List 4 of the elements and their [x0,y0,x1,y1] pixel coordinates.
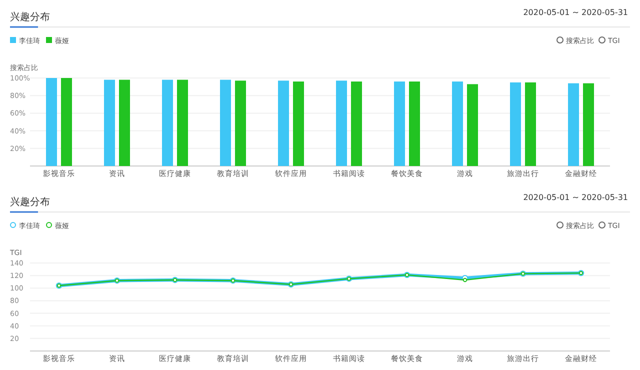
chart-title: 兴趣分布 [10,11,50,23]
chart-title: 兴趣分布 [10,196,50,208]
chart-subtitle: 2020-05-01 ~ 2020-05-31 [523,193,628,202]
chart-subtitle: 2020-05-01 ~ 2020-05-31 [523,8,628,17]
